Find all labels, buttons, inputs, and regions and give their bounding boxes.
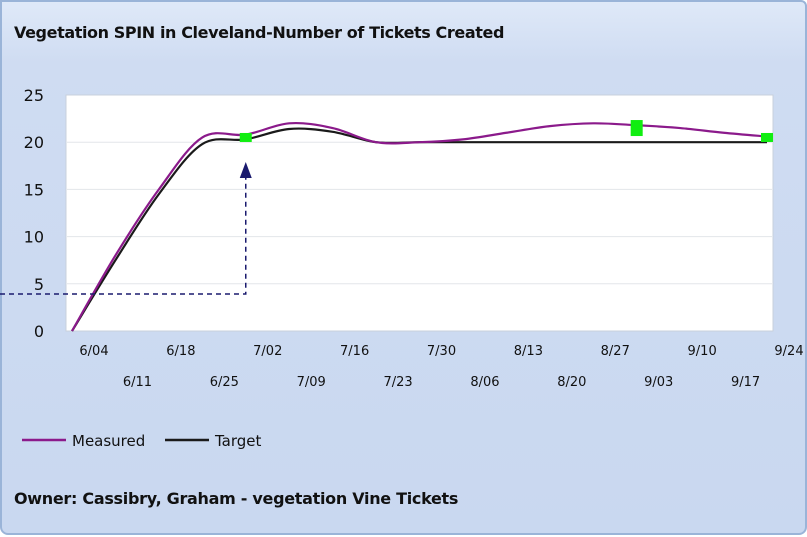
x-tick-label: 9/17	[731, 375, 760, 390]
y-tick-label: 20	[24, 133, 44, 152]
x-tick-label: 6/11	[123, 375, 152, 390]
x-tick-label: 9/03	[644, 375, 673, 390]
x-tick-label: 7/23	[383, 375, 412, 390]
plot-area	[65, 94, 774, 332]
y-tick-label: 15	[24, 180, 44, 199]
x-tick-label: 8/13	[514, 344, 543, 359]
x-tick-label: 7/09	[297, 375, 326, 390]
marker	[761, 132, 773, 142]
legend-label-target: Target	[214, 432, 262, 450]
annotation	[0, 162, 252, 295]
x-tick-label: 6/04	[79, 344, 108, 359]
x-tick-label: 7/02	[253, 344, 282, 359]
marker	[239, 132, 252, 142]
annotation-arrowhead	[239, 162, 252, 178]
series-line-measured	[71, 121, 768, 332]
x-tick-label: 7/30	[427, 344, 456, 359]
x-tick-label: 8/27	[601, 344, 630, 359]
y-tick-label: 0	[34, 322, 44, 341]
series-lines	[71, 121, 768, 332]
legend-label-measured: Measured	[72, 432, 145, 450]
x-tick-label: 7/16	[340, 344, 369, 359]
legend: Measured Target	[22, 432, 262, 450]
markers	[239, 120, 773, 142]
owner-label: Owner: Cassibry, Graham - vegetation Vin…	[14, 489, 459, 508]
x-tick-label: 8/20	[557, 375, 586, 390]
x-tick-label: 8/06	[470, 375, 499, 390]
x-axis: 6/04 6/11 6/18 6/25 7/02 7/09 7/16 7/23 7/30 8/06…	[79, 344, 803, 390]
x-tick-label: 6/25	[210, 375, 239, 390]
y-axis: 0 5 10 15 20 25	[24, 86, 44, 341]
chart-title: Vegetation SPIN in Cleveland-Number of T…	[14, 23, 504, 42]
y-tick-label: 25	[24, 86, 44, 105]
x-tick-label: 6/18	[166, 344, 195, 359]
y-tick-label: 5	[34, 275, 44, 294]
marker	[630, 120, 643, 137]
y-tick-label: 10	[24, 228, 44, 247]
x-tick-label: 9/24	[774, 344, 803, 359]
annotation-arrow	[0, 172, 247, 295]
x-tick-label: 9/10	[688, 344, 717, 359]
